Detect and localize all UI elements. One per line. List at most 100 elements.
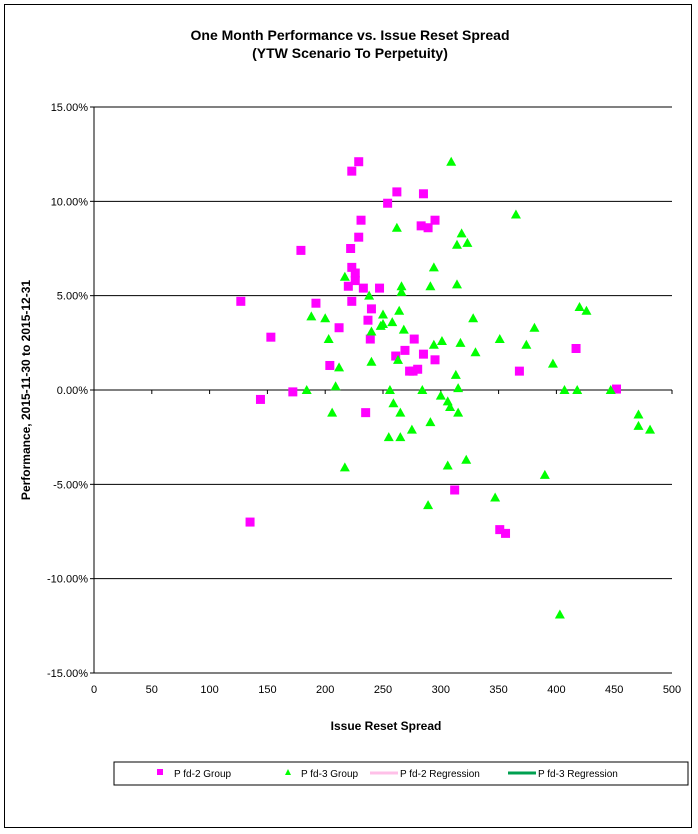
x-tick-label: 450 <box>605 684 623 696</box>
x-axis-label: Issue Reset Spread <box>331 719 442 733</box>
pfd3-point <box>462 237 473 247</box>
pfd2-point <box>418 189 428 199</box>
pfd2-point <box>358 283 368 293</box>
pfd3-point <box>366 356 377 366</box>
pfd3-point <box>510 209 521 219</box>
pfd2-point <box>347 262 357 272</box>
pfd3-point <box>554 609 565 619</box>
pfd3-point <box>425 417 436 427</box>
pfd3-point <box>605 385 616 394</box>
pfd3-point <box>388 398 399 408</box>
pfd3-point <box>470 347 481 357</box>
pfd3-point <box>494 334 505 344</box>
pfd3-point <box>445 401 456 411</box>
y-tick-label: -10.00% <box>47 574 88 586</box>
x-tick-label: 50 <box>146 684 158 696</box>
pfd2-point <box>391 351 401 361</box>
pfd2-point <box>334 323 344 333</box>
pfd2-point <box>361 408 371 418</box>
x-tick-label: 350 <box>489 684 507 696</box>
x-tick-label: 0 <box>91 684 97 696</box>
pfd2-point <box>413 364 423 374</box>
pfd3-point <box>456 228 467 238</box>
pfd3-point <box>451 279 462 289</box>
x-tick-label: 150 <box>258 684 276 696</box>
pfd2-point <box>416 221 426 231</box>
pfd3-point <box>396 281 407 291</box>
chart-title: One Month Performance vs. Issue Reset Sp… <box>191 27 510 43</box>
pfd3-point <box>425 281 436 291</box>
pfd3-point <box>450 369 461 379</box>
pfd2-point <box>495 525 505 535</box>
y-tick-label: 0.00% <box>57 385 88 397</box>
pfd3-point <box>453 383 464 393</box>
x-axis-ticks: 0 50 100 150 200 250 300 350 400 450 500 <box>91 390 681 696</box>
pfd3-point <box>395 432 406 442</box>
pfd2-point <box>366 304 376 314</box>
pfd3-point <box>323 334 334 344</box>
pfd2-point <box>343 281 353 291</box>
pfd3-point <box>490 492 501 502</box>
y-tick-label: 15.00% <box>51 102 89 114</box>
pfd2-point <box>430 355 440 365</box>
pfd3-point <box>581 305 592 315</box>
y-tick-label: 5.00% <box>57 291 88 303</box>
legend-pfd2-marker <box>157 769 163 775</box>
pfd3-point <box>645 424 656 434</box>
pfd3-point <box>334 362 345 372</box>
pfd3-point <box>442 460 453 470</box>
pfd3-point <box>339 462 350 472</box>
pfd2-point <box>354 157 364 167</box>
pfd3-point <box>396 286 407 296</box>
data-points <box>236 156 656 619</box>
pfd3-point <box>406 424 417 434</box>
pfd2-point <box>392 187 402 197</box>
pfd2-point <box>514 366 524 376</box>
pfd2-point <box>501 528 511 538</box>
x-tick-label: 400 <box>547 684 565 696</box>
pfd3-point <box>461 454 472 464</box>
y-tick-label: -15.00% <box>47 668 88 680</box>
pfd3-point <box>366 326 377 336</box>
pfd2-point <box>255 394 265 404</box>
pfd3-point <box>393 354 404 364</box>
pfd2-point <box>450 485 460 495</box>
pfd3-point <box>453 407 464 417</box>
pfd3-point <box>320 313 331 323</box>
pfd2-point <box>365 334 375 344</box>
y-tick-label: 10.00% <box>51 196 89 208</box>
pfd2-point <box>296 245 306 255</box>
pfd2-point <box>346 244 356 253</box>
pfd3-point <box>539 469 550 479</box>
pfd2-point <box>408 366 418 376</box>
legend-pfd3-marker <box>285 769 291 775</box>
pfd2-point <box>571 343 581 353</box>
chart-subtitle: (YTW Scenario To Perpetuity) <box>252 45 448 61</box>
legend-box <box>113 761 689 786</box>
legend-pfd3-regression-label: P fd-3 Regression <box>538 769 618 780</box>
pfd2-point <box>347 296 357 306</box>
y-axis-ticks: 15.00% 10.00% 5.00% 0.00% -5.00% -10.00% -15.0… <box>47 102 94 680</box>
pfd3-point <box>521 339 532 349</box>
pfd2-point <box>325 360 335 370</box>
pfd3-point <box>572 385 583 394</box>
pfd3-point <box>633 409 644 419</box>
pfd2-point <box>354 232 364 242</box>
pfd3-point <box>468 313 479 323</box>
chart-frame <box>4 4 692 828</box>
legend-pfd2-label: P fd-2 Group <box>174 769 232 780</box>
pfd3-point <box>378 309 388 319</box>
pfd2-point <box>350 276 360 286</box>
pfd3-point <box>306 311 317 321</box>
pfd2-point <box>347 166 357 176</box>
legend: P fd-2 Group P fd-3 Group P fd-2 Regress… <box>113 761 689 786</box>
pfd3-point <box>330 381 341 391</box>
x-tick-label: 250 <box>374 684 392 696</box>
pfd3-point <box>633 420 644 430</box>
pfd3-point <box>455 337 466 347</box>
pfd3-point <box>547 358 558 368</box>
pfd3-point <box>339 271 350 281</box>
x-tick-label: 500 <box>663 684 681 696</box>
pfd2-point <box>288 387 298 397</box>
